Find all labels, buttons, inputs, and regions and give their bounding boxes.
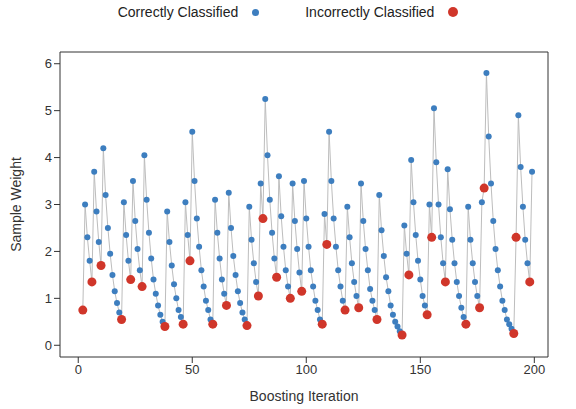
html-text:Incorrectly Classified: Incorrectly Classified <box>305 4 435 20</box>
svg-text:50: 50 <box>185 362 199 377</box>
html-text:Correctly Classified: Correctly Classified <box>117 4 239 20</box>
svg-text:2: 2 <box>45 244 52 259</box>
svg-text:1: 1 <box>45 291 52 306</box>
svg-text:0: 0 <box>75 362 82 377</box>
svg-text:100: 100 <box>295 362 317 377</box>
svg-text:Boosting Iteration: Boosting Iteration <box>250 388 359 404</box>
svg-text:5: 5 <box>45 103 52 118</box>
svg-text:0: 0 <box>45 338 52 353</box>
svg-text:Sample Weight: Sample Weight <box>8 157 24 252</box>
svg-text:3: 3 <box>45 197 52 212</box>
svg-text:200: 200 <box>523 362 545 377</box>
svg-text:150: 150 <box>409 362 431 377</box>
svg-text:6: 6 <box>45 56 52 71</box>
svg-text:4: 4 <box>45 150 52 165</box>
